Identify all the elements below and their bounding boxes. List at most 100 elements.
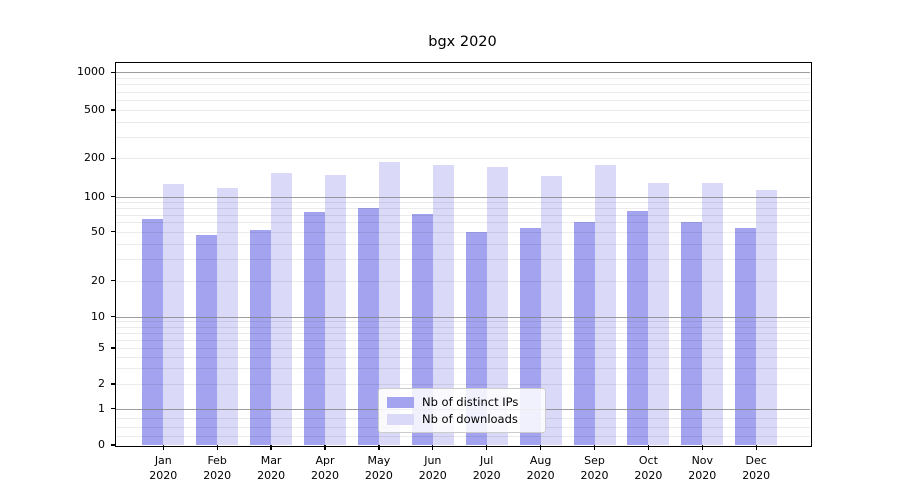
y-tick-mark xyxy=(110,315,115,318)
bar-downloads xyxy=(325,174,346,445)
gridline-minor xyxy=(115,321,810,323)
legend-swatch-downloads xyxy=(387,413,414,425)
y-tick-label: 200 xyxy=(84,151,105,165)
x-tick-mark xyxy=(755,445,757,450)
bar-distinct-ips xyxy=(735,227,757,445)
x-tick-mark xyxy=(324,445,326,450)
gridline-minor xyxy=(115,384,810,385)
gridline-minor xyxy=(115,84,810,86)
x-tick-label: Nov 2020 xyxy=(688,454,717,482)
gridline-minor xyxy=(115,332,810,334)
legend-swatch-distinct-ips xyxy=(387,396,414,408)
gridline-major xyxy=(115,196,810,198)
y-tick-mark xyxy=(110,157,115,159)
bar-distinct-ips xyxy=(411,213,433,445)
legend-row-distinct-ips: Nb of distinct IPs xyxy=(387,395,537,409)
gridline-minor xyxy=(115,326,810,328)
gridline-minor xyxy=(115,222,810,224)
gridline-minor xyxy=(115,348,810,349)
x-tick-label: Aug 2020 xyxy=(526,454,555,482)
x-tick-label: Jun 2020 xyxy=(418,454,447,482)
gridline-minor xyxy=(115,110,810,111)
x-tick-mark xyxy=(486,445,488,450)
bar-distinct-ips xyxy=(196,234,218,445)
y-tick-mark xyxy=(110,231,115,233)
bar-downloads xyxy=(702,183,724,445)
bar-distinct-ips xyxy=(573,222,595,445)
bar-distinct-ips xyxy=(250,229,272,445)
x-tick-mark xyxy=(270,445,272,450)
bar-distinct-ips xyxy=(142,219,164,445)
bar-downloads xyxy=(648,183,670,445)
gridline-major xyxy=(115,316,810,318)
gridline-minor xyxy=(115,231,810,233)
gridline-minor xyxy=(115,356,810,358)
y-tick-mark xyxy=(110,383,115,385)
gridline-minor xyxy=(115,100,810,102)
gridline-minor xyxy=(115,158,810,160)
x-tick-label: Sep 2020 xyxy=(580,454,609,482)
bar-distinct-ips xyxy=(357,207,379,445)
legend-label-distinct-ips: Nb of distinct IPs xyxy=(422,395,519,409)
gridline-minor xyxy=(115,121,810,123)
gridline-minor xyxy=(115,243,810,245)
x-tick-label: Jul 2020 xyxy=(472,454,501,482)
bar-distinct-ips xyxy=(681,221,703,445)
bar-downloads xyxy=(271,172,293,445)
legend: Nb of distinct IPs Nb of downloads xyxy=(378,388,546,433)
y-tick-mark xyxy=(110,71,115,73)
x-tick-label: Mar 2020 xyxy=(257,454,286,482)
gridline-minor xyxy=(115,78,810,80)
y-tick-mark xyxy=(110,196,115,198)
bar-downloads xyxy=(594,165,616,445)
gridline-minor xyxy=(115,91,810,93)
bar-downloads xyxy=(486,166,508,445)
x-tick-label: Apr 2020 xyxy=(311,454,339,482)
x-tick-label: Feb 2020 xyxy=(203,454,232,482)
gridline-minor xyxy=(115,202,810,204)
y-tick-label: 5 xyxy=(98,341,105,354)
y-tick-label: 500 xyxy=(84,103,105,116)
x-tick-mark xyxy=(647,445,650,450)
gridline-minor xyxy=(115,339,810,341)
x-tick-label: Oct 2020 xyxy=(634,454,663,482)
gridline-minor xyxy=(115,207,810,209)
y-tick-mark xyxy=(110,444,115,446)
y-tick-label: 50 xyxy=(91,224,105,238)
gridline-minor xyxy=(115,280,810,282)
y-tick-label: 100 xyxy=(84,189,105,203)
gridline-minor xyxy=(115,368,810,370)
x-tick-mark xyxy=(539,445,542,450)
legend-label-downloads: Nb of downloads xyxy=(422,412,518,426)
bar-downloads xyxy=(432,164,454,445)
bar-distinct-ips xyxy=(627,211,649,445)
gridline-minor xyxy=(115,214,810,216)
bar-downloads xyxy=(378,162,400,445)
x-tick-label: Jan 2020 xyxy=(149,454,178,482)
gridline-minor xyxy=(115,435,810,437)
x-tick-mark xyxy=(378,445,380,450)
y-tick-mark xyxy=(110,347,115,349)
x-tick-mark xyxy=(432,445,434,450)
y-tick-mark xyxy=(110,407,115,410)
y-tick-label: 0 xyxy=(98,438,105,451)
x-tick-mark xyxy=(216,445,218,450)
bar-distinct-ips xyxy=(304,211,325,445)
x-tick-label: May 2020 xyxy=(364,454,393,482)
bar-downloads xyxy=(540,176,562,445)
y-tick-label: 1000 xyxy=(77,65,105,79)
y-tick-label: 1 xyxy=(98,401,105,415)
y-tick-label: 10 xyxy=(91,309,105,323)
gridline-major xyxy=(115,72,810,74)
gridline-minor xyxy=(115,136,810,138)
x-tick-mark xyxy=(593,445,596,450)
bar-downloads xyxy=(163,183,185,445)
x-tick-mark xyxy=(162,445,164,450)
y-tick-mark xyxy=(110,109,115,111)
y-tick-label: 20 xyxy=(91,273,105,287)
y-tick-mark xyxy=(110,279,115,282)
x-tick-mark xyxy=(701,445,703,450)
legend-row-downloads: Nb of downloads xyxy=(387,412,537,426)
x-tick-label: Dec 2020 xyxy=(742,454,771,482)
